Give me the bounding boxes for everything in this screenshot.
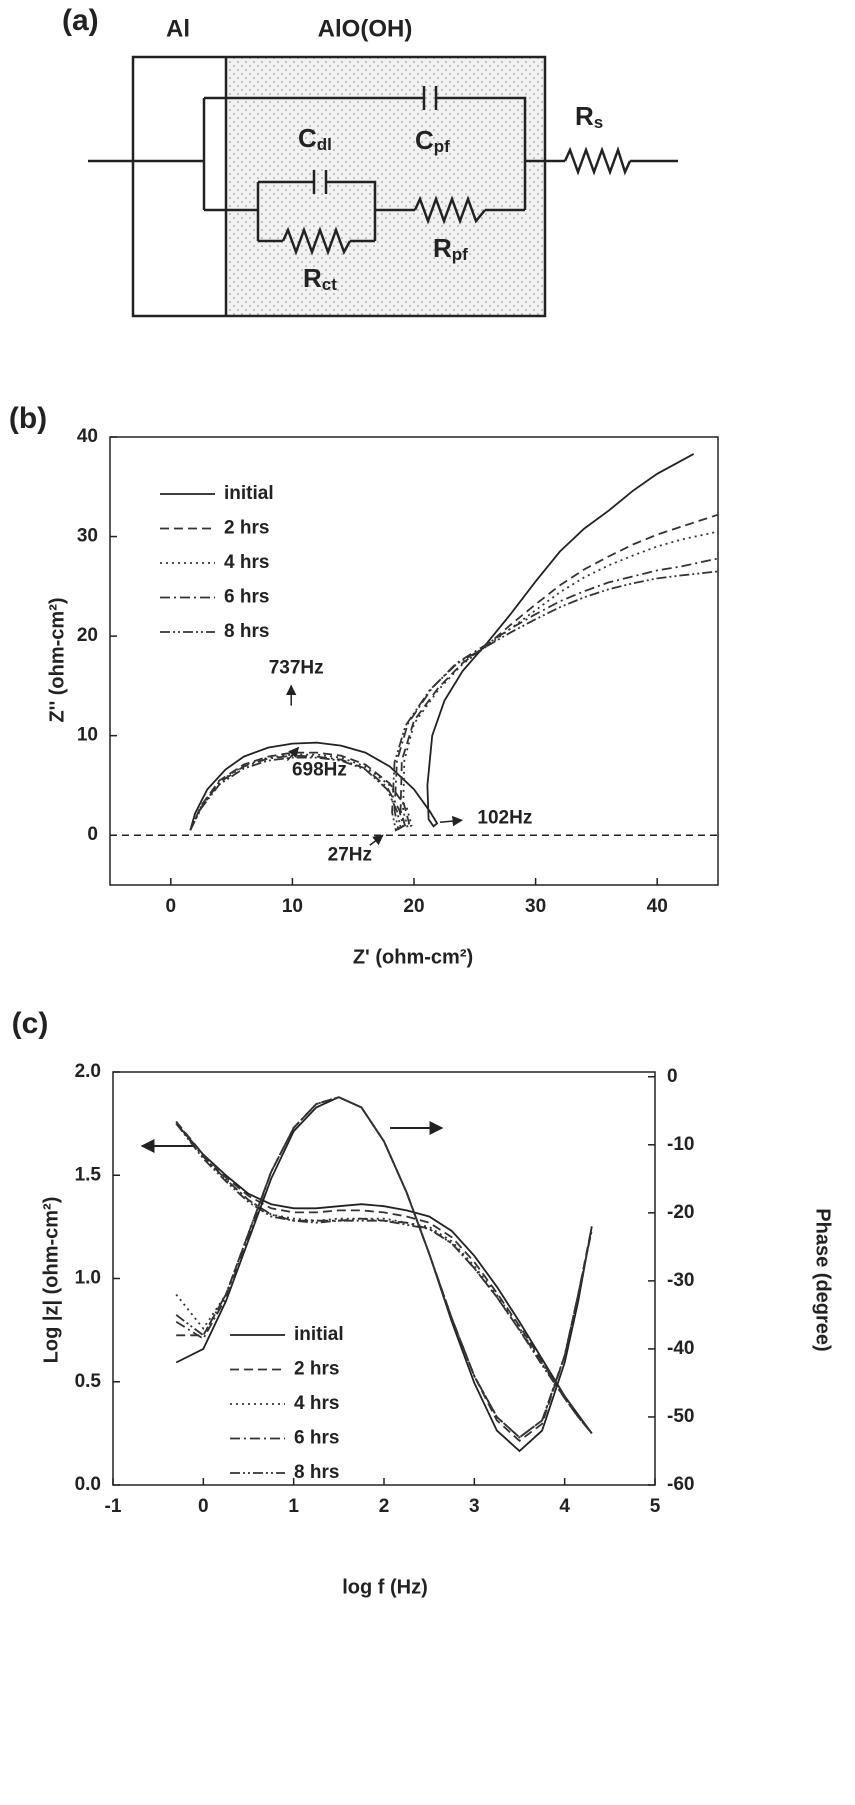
y2-tick-label: -60 xyxy=(667,1474,694,1495)
y-tick-label: 10 xyxy=(77,725,98,746)
component-label: Rct xyxy=(303,263,337,295)
circuit-diagram: (a) Al AlO(OH) Cdl Cpf Rs Rpf Rct xyxy=(62,4,678,318)
panel-label: (b) xyxy=(9,402,47,435)
x-tick-label: 40 xyxy=(647,896,668,917)
label-sub: dl xyxy=(317,135,332,154)
y2-tick-label: -40 xyxy=(667,1338,694,1359)
data-line xyxy=(189,557,719,831)
x-tick-label: 0 xyxy=(198,1496,209,1517)
data-line xyxy=(176,1096,593,1442)
annotation: 698Hz xyxy=(292,760,347,781)
data-line xyxy=(189,530,719,831)
data-line xyxy=(175,1096,593,1439)
label-sub: pf xyxy=(434,137,450,156)
annotation-arrow xyxy=(286,746,300,762)
legend-label: 8 hrs xyxy=(294,1462,339,1483)
y2-tick-label: 0 xyxy=(667,1066,678,1087)
data-line xyxy=(189,513,719,831)
label-sub: pf xyxy=(452,245,468,264)
y2-tick-label: -50 xyxy=(667,1406,694,1427)
x-tick-label: 1 xyxy=(288,1496,299,1517)
resistor xyxy=(281,226,352,256)
panel-label: (c) xyxy=(12,1007,49,1040)
annotation: 737Hz xyxy=(269,658,324,679)
legend-label: 4 hrs xyxy=(294,1393,339,1414)
annotation: 27Hz xyxy=(328,844,372,865)
legend-label: 8 hrs xyxy=(224,621,269,642)
component-label: Rs xyxy=(575,101,603,133)
legend-label: 6 hrs xyxy=(294,1428,339,1449)
legend-label: initial xyxy=(294,1324,344,1345)
label-main: R xyxy=(433,233,452,263)
x-tick-label: 2 xyxy=(379,1496,390,1517)
plot-frame xyxy=(112,1071,656,1486)
wire xyxy=(88,96,678,243)
x-axis-label: Z' (ohm-cm²) xyxy=(353,946,473,968)
y2-tick-label: -30 xyxy=(667,1270,694,1291)
label-sub: ct xyxy=(322,275,337,294)
label-main: C xyxy=(298,123,317,153)
x-tick-label: 30 xyxy=(525,896,546,917)
y-tick-label: 0.0 xyxy=(75,1474,101,1495)
x-tick-label: 5 xyxy=(650,1496,661,1517)
y-axis-label: Log |z| (ohm-cm²) xyxy=(40,1197,62,1364)
y-axis-label: Z'' (ohm-cm²) xyxy=(46,597,68,722)
component-label: Cdl xyxy=(298,123,332,155)
y-tick-label: 2.0 xyxy=(75,1061,101,1082)
capacitor-plates xyxy=(312,86,438,194)
legend-label: 2 hrs xyxy=(294,1359,339,1380)
resistor xyxy=(413,195,486,225)
y-tick-label: 30 xyxy=(77,526,98,547)
label-main: C xyxy=(415,125,434,155)
resistor xyxy=(563,146,632,176)
label-main: R xyxy=(575,101,594,131)
y-tick-label: 20 xyxy=(77,625,98,646)
legend-label: 4 hrs xyxy=(224,552,269,573)
plot-frame xyxy=(109,436,719,886)
y-tick-label: 0.5 xyxy=(75,1371,102,1392)
y2-axis-label: Phase (degree) xyxy=(812,1208,834,1351)
x-tick-label: -1 xyxy=(105,1496,122,1517)
oxide-layer xyxy=(226,57,545,316)
panel-label: (a) xyxy=(62,4,99,37)
layer-label: AlO(OH) xyxy=(318,15,413,42)
layer-box xyxy=(131,55,547,318)
annotation-arrow xyxy=(439,815,463,827)
y-tick-label: 1.0 xyxy=(75,1268,101,1289)
y2-tick-label: -20 xyxy=(667,1202,694,1223)
x-tick-label: 3 xyxy=(469,1496,480,1517)
data-line xyxy=(175,1121,593,1434)
data-line xyxy=(175,1123,593,1434)
data-line xyxy=(175,1096,593,1453)
x-tick-label: 10 xyxy=(282,896,303,917)
y-tick-label: 1.5 xyxy=(75,1164,102,1185)
x-tick-label: 4 xyxy=(559,1496,570,1517)
x-tick-label: 0 xyxy=(166,896,177,917)
data-line xyxy=(189,570,719,832)
y-tick-label: 40 xyxy=(77,426,98,447)
data-line xyxy=(175,1121,593,1434)
component-label: Cpf xyxy=(415,125,450,157)
label-main: R xyxy=(303,263,322,293)
legend-label: 6 hrs xyxy=(224,587,269,608)
data-line xyxy=(175,1123,593,1434)
x-tick-label: 20 xyxy=(403,896,424,917)
y2-tick-label: -10 xyxy=(667,1134,694,1155)
label-sub: s xyxy=(594,113,603,132)
annotation-arrow xyxy=(369,834,384,846)
legend-label: initial xyxy=(224,483,274,504)
component-label: Rpf xyxy=(433,233,468,265)
annotation: 102Hz xyxy=(477,807,532,828)
x-axis-label: log f (Hz) xyxy=(342,1576,428,1598)
data-line xyxy=(189,453,695,831)
legend-label: 2 hrs xyxy=(224,518,269,539)
data-line xyxy=(175,1096,593,1439)
layer-label: Al xyxy=(166,15,190,42)
data-line xyxy=(175,1123,593,1434)
y-tick-label: 0 xyxy=(87,824,98,845)
